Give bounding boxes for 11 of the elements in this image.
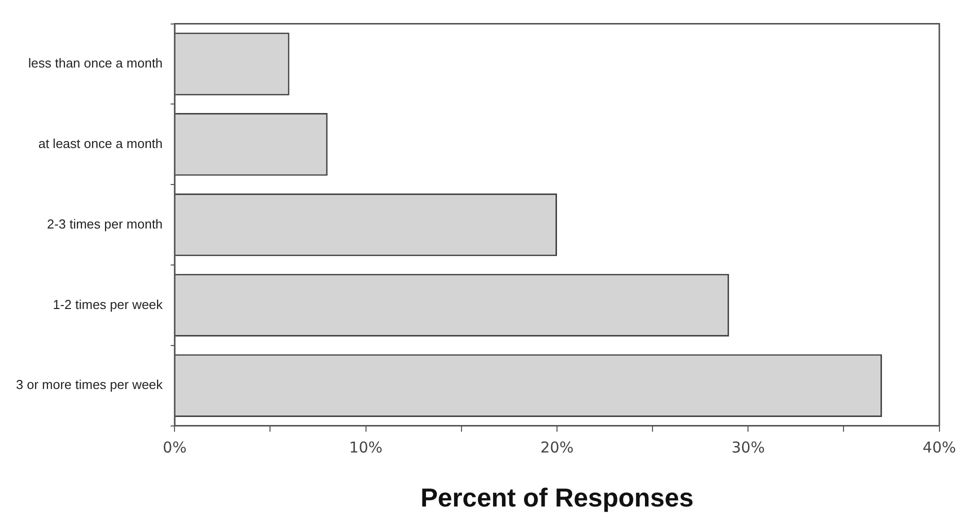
y-tick-label: at least once a month bbox=[38, 136, 163, 151]
y-tick-label: less than once a month bbox=[28, 56, 163, 71]
y-tick-label: 3 or more times per week bbox=[16, 377, 164, 392]
x-axis-title: Percent of Responses bbox=[420, 482, 694, 513]
y-tick-label: 1-2 times per week bbox=[52, 296, 164, 312]
y-tick-label: 2-3 times per month bbox=[47, 216, 163, 232]
x-tick-label: 10% bbox=[349, 438, 382, 457]
x-tick-label: 30% bbox=[731, 438, 765, 457]
x-tick-label: 40% bbox=[922, 438, 956, 457]
x-tick-label: 0% bbox=[162, 438, 187, 457]
x-tick-label: 20% bbox=[540, 438, 574, 457]
